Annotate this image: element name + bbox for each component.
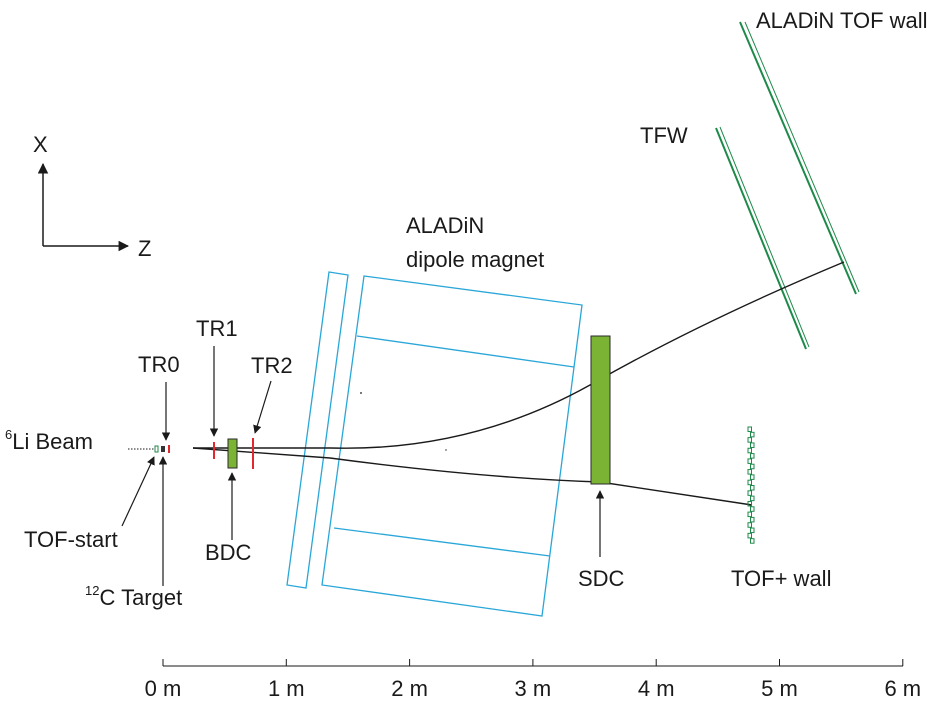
magnet-marker-dot-2 bbox=[445, 449, 447, 451]
tof-plus-paddle bbox=[747, 458, 752, 464]
sdc-detector bbox=[590, 335, 611, 485]
tr1-label: TR1 bbox=[196, 316, 238, 341]
tfw-label: TFW bbox=[640, 123, 688, 148]
tof-plus-paddle bbox=[750, 463, 755, 470]
tof-plus-paddle bbox=[747, 469, 752, 475]
magnet-marker-dot bbox=[360, 392, 362, 394]
magnet-pole-upper bbox=[356, 335, 575, 368]
tof-plus-paddle bbox=[750, 485, 755, 491]
tof-start-pointer bbox=[121, 456, 155, 527]
target-label: 12C Target bbox=[85, 583, 182, 610]
tof-plus-paddle bbox=[750, 453, 755, 459]
tof-start-label: TOF-start bbox=[24, 527, 118, 552]
tfw-detector bbox=[715, 126, 810, 350]
target-area bbox=[154, 445, 170, 453]
carbon-target bbox=[161, 446, 165, 452]
tof-plus-paddle bbox=[747, 447, 752, 454]
scale-tick-label: 2 m bbox=[391, 676, 428, 701]
trajectory-straight bbox=[192, 447, 753, 506]
tr2-pointer bbox=[253, 380, 272, 434]
magnet-label-line1: ALADiN bbox=[406, 213, 484, 238]
aladin-tof-wall-label: ALADiN TOF wall bbox=[756, 8, 928, 33]
tof-plus-wall-label: TOF+ wall bbox=[731, 566, 831, 591]
sdc-label: SDC bbox=[578, 566, 625, 591]
tof-plus-paddle bbox=[747, 479, 752, 486]
tof-plus-paddle bbox=[747, 522, 752, 528]
tof-plus-paddle bbox=[747, 532, 752, 539]
trajectories bbox=[128, 261, 845, 506]
aladin-tof-wall bbox=[739, 21, 860, 295]
tof-plus-paddle bbox=[750, 474, 755, 480]
beam-label: 6Li Beam bbox=[5, 427, 93, 454]
scale-tick-label: 4 m bbox=[638, 676, 675, 701]
magnet-label-line2: dipole magnet bbox=[406, 247, 544, 272]
x-axis-label: X bbox=[33, 132, 48, 157]
scale-bar: 0 m 1 m 2 m 3 m 4 m 5 m 6 m bbox=[145, 659, 921, 701]
tof-plus-paddle bbox=[747, 511, 752, 518]
aladin-magnet bbox=[286, 271, 583, 617]
tof-plus-paddle bbox=[750, 431, 755, 438]
magnet-entrance-yoke bbox=[286, 271, 349, 589]
tof-start-detector bbox=[154, 445, 159, 453]
tof-plus-paddle bbox=[750, 538, 755, 544]
scale-tick-label: 5 m bbox=[761, 676, 798, 701]
bdc-detector bbox=[227, 438, 238, 469]
tof-plus-paddle bbox=[750, 527, 755, 534]
scale-tick-label: 0 m bbox=[145, 676, 182, 701]
tof-plus-paddle bbox=[750, 516, 755, 523]
tr2-label: TR2 bbox=[251, 353, 293, 378]
tr0-label: TR0 bbox=[138, 352, 180, 377]
z-axis-label: Z bbox=[138, 236, 151, 261]
tof-plus-paddle bbox=[750, 442, 755, 448]
tof-plus-paddle bbox=[747, 437, 752, 443]
scale-tick-label: 6 m bbox=[884, 676, 921, 701]
tof-plus-wall bbox=[747, 426, 755, 544]
tof-plus-paddle bbox=[747, 426, 752, 433]
trajectory-deflected-up bbox=[193, 261, 845, 449]
scale-tick-label: 3 m bbox=[515, 676, 552, 701]
tof-plus-paddle bbox=[750, 506, 755, 512]
bdc-label: BDC bbox=[205, 540, 252, 565]
tof-plus-paddle bbox=[747, 490, 752, 496]
magnet-pole-lower bbox=[333, 527, 551, 557]
tof-plus-paddle bbox=[750, 495, 755, 502]
magnet-body bbox=[321, 275, 583, 617]
tof-plus-paddle bbox=[747, 500, 752, 507]
coordinate-axes: X Z bbox=[33, 132, 151, 261]
scale-tick-label: 1 m bbox=[268, 676, 305, 701]
